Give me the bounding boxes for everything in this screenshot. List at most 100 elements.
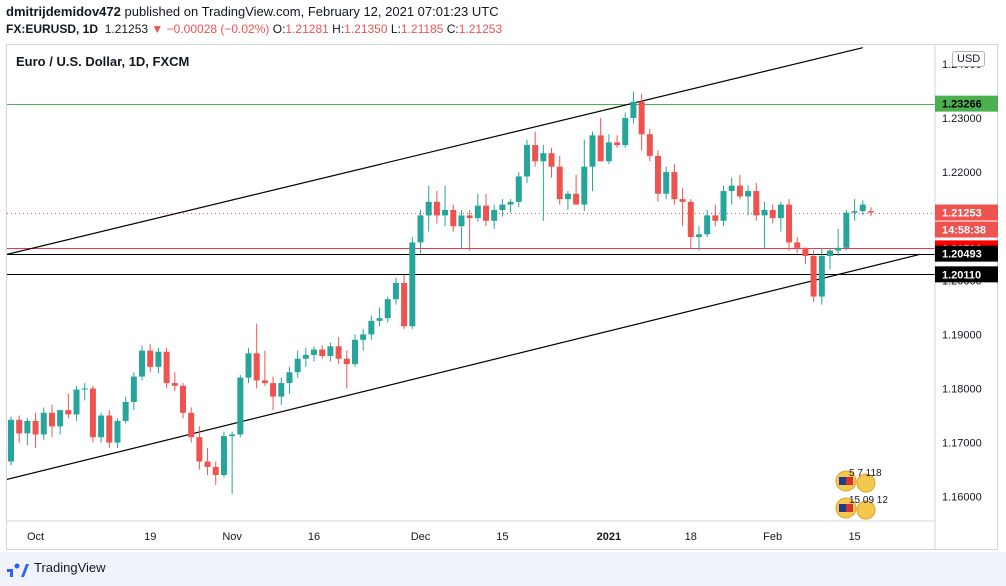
candle-body bbox=[483, 205, 490, 221]
candle-body bbox=[237, 377, 244, 435]
x-tick-label: 15 bbox=[496, 531, 508, 543]
level-tag-green bbox=[935, 95, 998, 112]
candle-body bbox=[32, 420, 39, 435]
candle-body bbox=[786, 204, 793, 243]
candle-body bbox=[630, 101, 637, 119]
down-arrow-icon: ▼ bbox=[151, 22, 164, 36]
candle-body bbox=[278, 383, 285, 397]
candle-body bbox=[253, 353, 260, 381]
open-value: 1.21281 bbox=[285, 22, 329, 36]
candle-body bbox=[532, 145, 539, 162]
x-tick-label: Dec bbox=[411, 531, 431, 543]
candle-body bbox=[695, 234, 702, 238]
footer-brand[interactable]: TradingView bbox=[34, 560, 106, 575]
candle-body bbox=[818, 255, 825, 297]
candle-body bbox=[368, 320, 375, 335]
candle-body bbox=[376, 318, 383, 321]
level-tag-text: 1.20493 bbox=[942, 249, 982, 261]
candle-body bbox=[655, 155, 662, 194]
candle-body bbox=[564, 193, 571, 200]
candle-body bbox=[589, 135, 596, 167]
candle-body bbox=[392, 283, 399, 300]
candle-body bbox=[409, 242, 416, 327]
candle-body bbox=[245, 353, 252, 378]
candle-body bbox=[73, 389, 80, 415]
author-name[interactable]: dmitrijdemidov472 bbox=[6, 4, 121, 19]
candle-body bbox=[24, 420, 31, 434]
candle-body bbox=[8, 419, 14, 462]
candle-body bbox=[360, 334, 367, 340]
candle-body bbox=[581, 166, 588, 205]
candle-body bbox=[753, 191, 760, 216]
level-tag-text: 1.23266 bbox=[942, 99, 982, 111]
candle-body bbox=[48, 412, 55, 427]
candle-body bbox=[327, 346, 334, 357]
candle-body bbox=[843, 212, 850, 248]
candle-body bbox=[343, 358, 350, 365]
candle-body bbox=[851, 211, 858, 213]
candle-body bbox=[474, 205, 481, 219]
candle-body bbox=[614, 142, 621, 146]
level-tag-black bbox=[935, 245, 998, 262]
high-label: H: bbox=[332, 22, 345, 36]
x-tick-label: 18 bbox=[685, 531, 697, 543]
candle-body bbox=[40, 412, 47, 435]
symbol-label: FX:EURUSD, 1D bbox=[6, 22, 99, 36]
candle-body bbox=[81, 388, 88, 390]
candle-body bbox=[89, 388, 96, 438]
plot-area bbox=[7, 47, 935, 494]
chart-frame bbox=[6, 44, 998, 550]
candle-body bbox=[384, 299, 391, 319]
last-price: 1.21253 bbox=[104, 22, 149, 36]
eu-flag-icon bbox=[839, 477, 846, 485]
candle-body bbox=[106, 415, 113, 443]
candle-body bbox=[401, 283, 408, 327]
event-label: 15 09 12 bbox=[849, 495, 888, 506]
candle-body bbox=[622, 118, 629, 146]
candle-body bbox=[679, 199, 686, 202]
price-change: −0.00028 (−0.02%) bbox=[166, 22, 270, 36]
tradingview-logo-icon[interactable] bbox=[6, 560, 30, 578]
candle-body bbox=[671, 172, 678, 200]
candle-body bbox=[294, 358, 301, 373]
candle-body bbox=[130, 376, 137, 402]
candle-body bbox=[65, 410, 72, 415]
y-tick-label: 1.22000 bbox=[942, 167, 982, 179]
candle-body bbox=[859, 204, 866, 212]
candle-body bbox=[204, 461, 211, 467]
close-value: 1.21253 bbox=[458, 22, 503, 36]
level-tag-text: 1.21253 bbox=[942, 208, 982, 220]
publish-text: published on TradingView.com, February 1… bbox=[124, 4, 499, 19]
candle-body bbox=[638, 101, 645, 135]
candle-body bbox=[556, 166, 563, 200]
open-label: O: bbox=[272, 22, 286, 36]
candle-body bbox=[147, 350, 154, 367]
level-tag-black bbox=[935, 266, 998, 283]
candle-body bbox=[769, 209, 776, 219]
candle-body bbox=[433, 201, 440, 216]
candle-body bbox=[335, 346, 342, 359]
candle-body bbox=[867, 211, 874, 213]
low-value: 1.21185 bbox=[400, 22, 444, 36]
x-tick-label: 15 bbox=[848, 531, 860, 543]
us-flag-icon bbox=[846, 504, 853, 512]
candle-body bbox=[761, 209, 768, 216]
candle-body bbox=[155, 351, 162, 367]
candle-body bbox=[163, 351, 170, 384]
candle-body bbox=[605, 142, 612, 162]
currency-button[interactable]: USD bbox=[952, 51, 986, 67]
y-tick-label: 1.19000 bbox=[942, 329, 982, 341]
candle-body bbox=[663, 172, 670, 194]
candle-body bbox=[573, 193, 580, 205]
candle-body bbox=[827, 250, 833, 256]
candle-body bbox=[745, 191, 752, 197]
close-label: C: bbox=[446, 22, 459, 36]
candle-body bbox=[442, 209, 449, 216]
candle-body bbox=[491, 209, 498, 221]
candle-body bbox=[597, 135, 604, 162]
level-tag-text: 1.20110 bbox=[942, 269, 981, 281]
x-tick-label: Nov bbox=[222, 531, 242, 543]
candle-body bbox=[646, 134, 653, 156]
candle-body bbox=[196, 437, 203, 462]
